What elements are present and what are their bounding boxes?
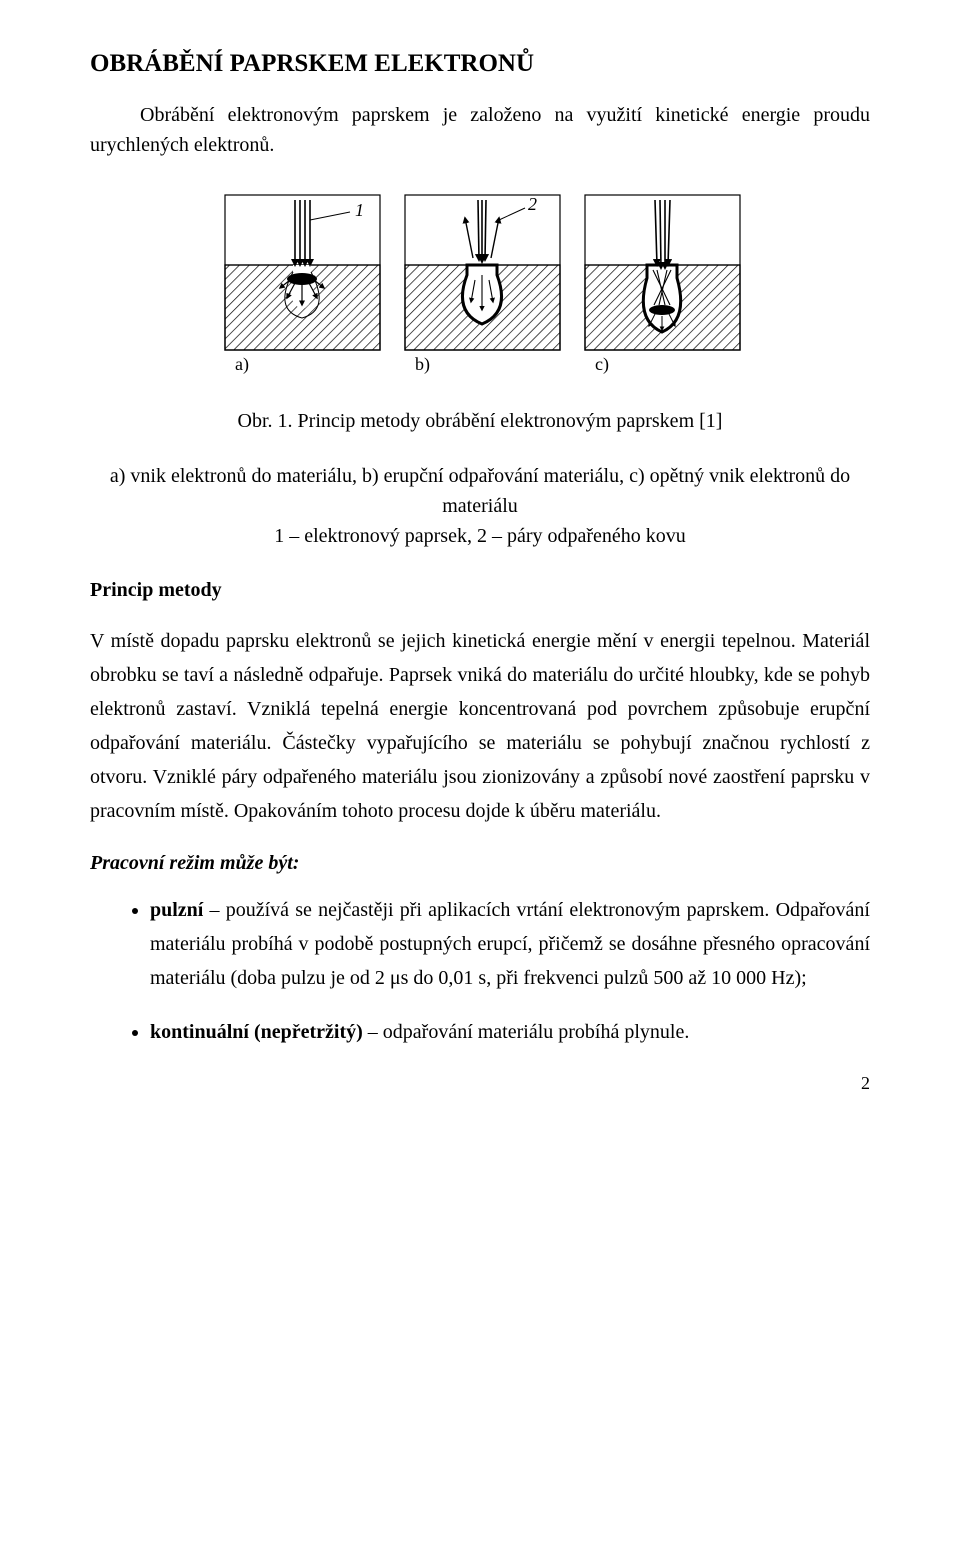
list-item: pulzní – používá se nejčastěji při aplik…	[150, 893, 870, 995]
item-rest: – odpařování materiálu probíhá plynule.	[363, 1021, 690, 1043]
item-lead: pulzní	[150, 899, 203, 921]
item-lead: kontinuální (nepřetržitý)	[150, 1021, 363, 1043]
item-rest: – používá se nejčastěji při aplikacích v…	[150, 899, 870, 989]
panel-label-c: c)	[595, 354, 609, 375]
panel-c: c)	[585, 195, 740, 375]
figure-legend: a) vnik elektronů do materiálu, b) erupč…	[90, 461, 870, 551]
figure-panels: 1 a)	[90, 190, 870, 390]
panel-label-b: b)	[415, 354, 430, 375]
page-number: 2	[90, 1073, 870, 1094]
regime-list: pulzní – používá se nejčastěji při aplik…	[90, 893, 870, 1049]
figure-caption: Obr. 1. Princip metody obrábění elektron…	[90, 410, 870, 433]
diagram-svg: 1 a)	[215, 190, 745, 390]
principle-text: V místě dopadu paprsku elektronů se jeji…	[90, 624, 870, 828]
legend-line2: 1 – elektronový paprsek, 2 – páry odpaře…	[274, 525, 686, 547]
panel-label-a: a)	[235, 354, 249, 375]
regime-heading: Pracovní režim může být:	[90, 852, 870, 875]
intro-paragraph: Obrábění elektronovým paprskem je založe…	[90, 100, 870, 160]
principle-heading: Princip metody	[90, 579, 870, 602]
callout-2: 2	[528, 194, 537, 214]
page-title: OBRÁBĚNÍ PAPRSKEM ELEKTRONŮ	[90, 50, 870, 78]
callout-1: 1	[355, 200, 364, 220]
figure-caption-ref: [1]	[699, 410, 722, 432]
legend-line1: a) vnik elektronů do materiálu, b) erupč…	[110, 465, 850, 517]
figure-caption-text: Obr. 1. Princip metody obrábění elektron…	[238, 410, 700, 432]
list-item: kontinuální (nepřetržitý) – odpařování m…	[150, 1015, 870, 1049]
page: OBRÁBĚNÍ PAPRSKEM ELEKTRONŮ Obrábění ele…	[0, 0, 960, 1144]
panel-b: 2 b)	[405, 194, 560, 375]
panel-a: 1 a)	[225, 195, 380, 375]
